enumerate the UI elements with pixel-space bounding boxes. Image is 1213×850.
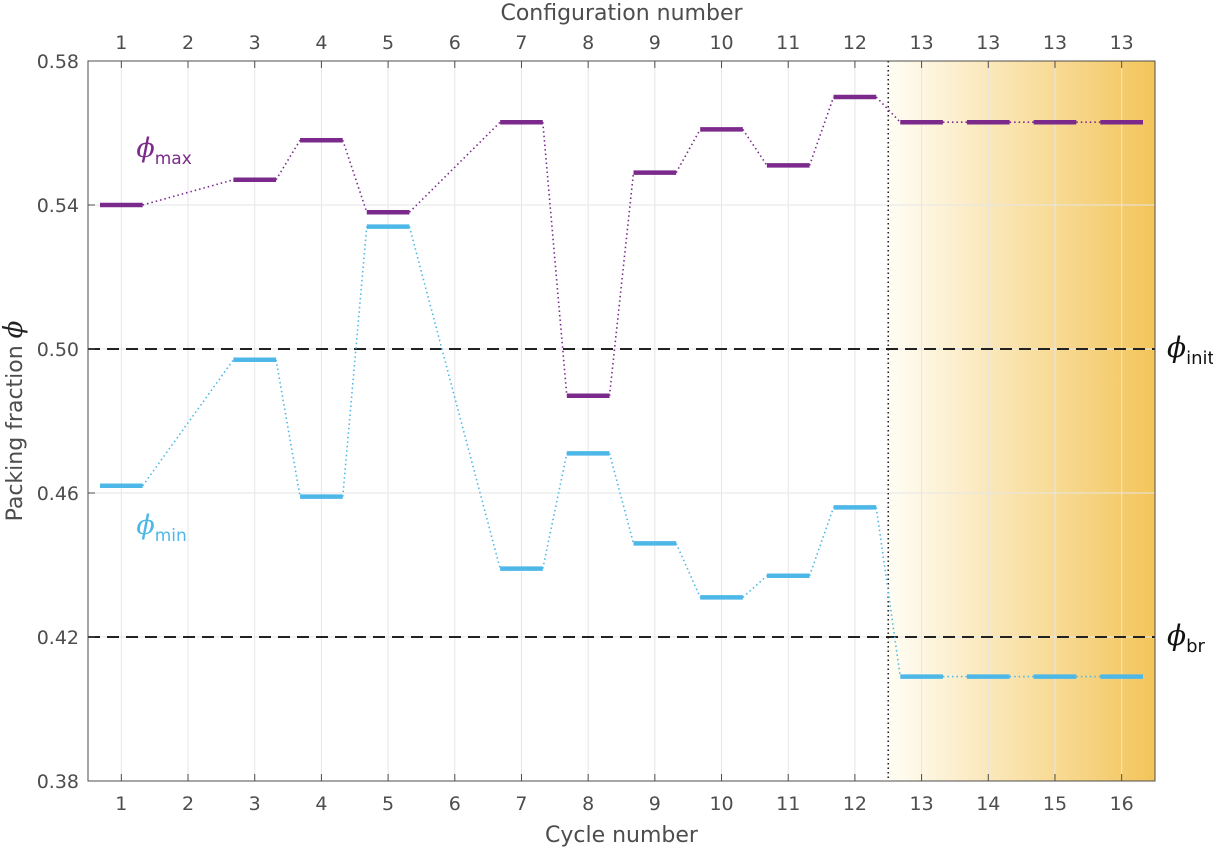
x-tick-label: 15: [1043, 793, 1067, 815]
connector-min: [875, 507, 902, 677]
connector-max: [675, 129, 701, 173]
connector-max: [608, 172, 635, 396]
connector-min: [341, 226, 368, 497]
connector-min: [808, 507, 835, 577]
connector-min: [408, 226, 501, 569]
x2-tick-label: 8: [582, 32, 594, 54]
series-label-sub-min: min: [155, 526, 187, 546]
x2-tick-label: 5: [382, 32, 394, 54]
x2-tick-label: 11: [776, 32, 800, 54]
connector-max: [875, 96, 901, 123]
x2-tick-label: 2: [182, 32, 194, 54]
y-tick-label: 0.50: [37, 339, 79, 361]
x2-tick-label: 3: [249, 32, 261, 54]
reference-label-init: ϕinit: [1167, 331, 1213, 369]
x-tick-label: 13: [910, 793, 934, 815]
x-tick-label: 14: [976, 793, 1000, 815]
connector-min: [542, 453, 568, 569]
x-tick-label: 7: [515, 793, 527, 815]
x2-tick-label: 4: [315, 32, 327, 54]
reference-label-br: ϕbr: [1167, 619, 1206, 657]
x-tick-label: 12: [843, 793, 867, 815]
y-tick-label: 0.54: [37, 195, 79, 217]
x-tick-label: 8: [582, 793, 594, 815]
series-label-min: ϕmin: [136, 510, 186, 546]
x2-tick-label: 7: [515, 32, 527, 54]
x2-tick-label: 1: [115, 32, 127, 54]
x2-tick-label: 9: [649, 32, 661, 54]
x-tick-label: 5: [382, 793, 394, 815]
x2-tick-label: 13: [1110, 32, 1134, 54]
x-axis-title: Cycle number: [545, 823, 699, 848]
series-label-sub-max: max: [155, 149, 192, 169]
x-tick-label: 16: [1110, 793, 1134, 815]
x2-tick-label: 10: [709, 32, 733, 54]
y-tick-label: 0.46: [37, 483, 79, 505]
y-tick-label: 0.38: [37, 771, 79, 793]
connector-max: [742, 128, 768, 166]
x2-tick-label: 13: [1043, 32, 1067, 54]
shaded-region: [888, 61, 1155, 781]
x2-tick-label: 13: [910, 32, 934, 54]
x-tick-label: 1: [115, 793, 127, 815]
x2-tick-label: 13: [976, 32, 1000, 54]
connector-max: [542, 122, 568, 396]
connector-max: [808, 96, 835, 166]
x2-tick-label: 12: [843, 32, 867, 54]
connector-min: [142, 359, 235, 487]
y-axis-title: Packing fraction ϕ: [0, 320, 29, 521]
reference-label-sub-br: br: [1186, 636, 1205, 657]
connector-min: [742, 575, 768, 598]
x2-tick-label: 6: [449, 32, 461, 54]
y-tick-label: 0.58: [37, 51, 79, 73]
x-tick-label: 6: [449, 793, 461, 815]
x-tick-label: 2: [182, 793, 194, 815]
connector-max: [275, 139, 301, 181]
connector-min: [675, 543, 701, 598]
y-axis-symbol: ϕ: [0, 320, 29, 338]
connector-min: [608, 453, 635, 544]
reference-label-sub-init: init: [1186, 348, 1213, 369]
plot-frame: [87, 60, 1156, 782]
connector-min: [275, 359, 301, 497]
x-tick-label: 3: [249, 793, 261, 815]
x-tick-label: 4: [315, 793, 327, 815]
series-label-max: ϕmax: [136, 133, 191, 169]
y-tick-label: 0.42: [37, 627, 79, 649]
connector-max: [341, 139, 368, 213]
x-tick-label: 10: [709, 793, 733, 815]
x-tick-label: 11: [776, 793, 800, 815]
connector-max: [408, 121, 501, 213]
x-tick-label: 9: [649, 793, 661, 815]
x2-axis-title: Configuration number: [500, 1, 743, 26]
